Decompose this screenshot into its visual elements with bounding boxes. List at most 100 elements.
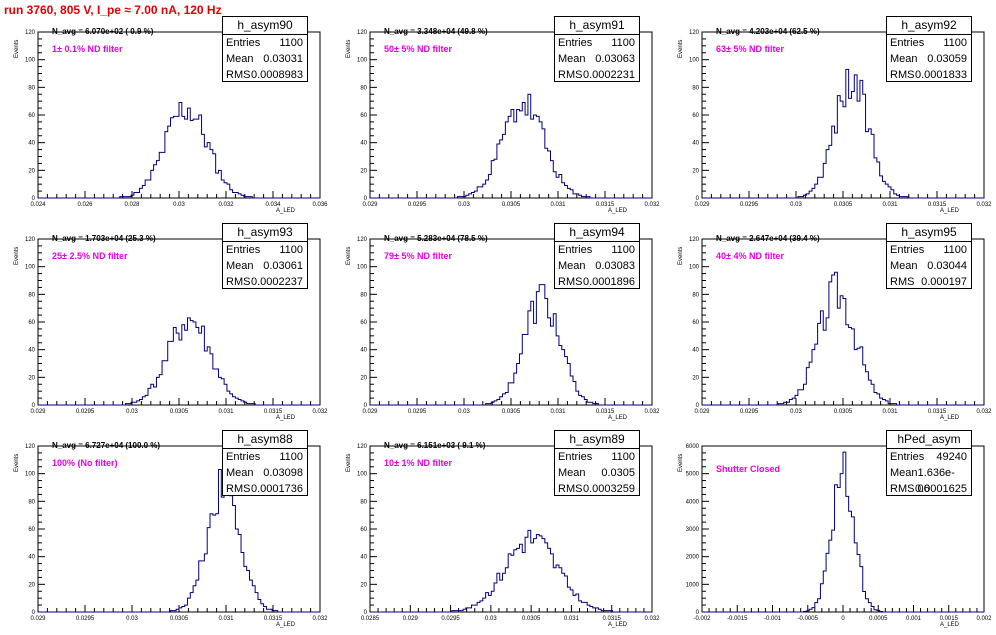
x-tick-label: 0.032 <box>976 409 992 415</box>
filter-label: 10± 1% ND filter <box>384 458 452 468</box>
x-tick-label: 0.031 <box>218 616 234 622</box>
navg-label: N_avg = 6.727e+04 (100.0 %) <box>52 441 161 450</box>
y-tick-label: 120 <box>357 30 368 36</box>
y-tick-label: 120 <box>357 237 368 243</box>
y-tick-label: 80 <box>28 499 35 505</box>
x-tick-label: 0.0295 <box>740 202 759 208</box>
histogram-panel-h_asym90: 0 20 40 60 80 100 120 0.024 0.026 0.028 0.03 0.032 0… <box>0 14 332 221</box>
y-tick-label: 100 <box>689 265 700 271</box>
x-tick-label: 0.029 <box>30 616 46 622</box>
stats-label: RMS <box>890 69 915 81</box>
y-tick-label: 80 <box>28 85 35 91</box>
y-tick-label: 40 <box>692 141 699 147</box>
x-axis-label: A_LED <box>276 415 296 421</box>
navg-label: N_avg = 6.070e+02 ( 0.9 %) <box>52 27 154 36</box>
filter-label: 50± 5% ND filter <box>384 44 452 54</box>
x-tick-label: 0.03 <box>485 616 497 622</box>
x-tick-label: 0.0295 <box>76 616 95 622</box>
stats-value: 0.0001625 <box>915 483 967 495</box>
x-tick-label: 0.031 <box>550 202 566 208</box>
stats-box: h_asym89 Entries 1100 Mean 0.0305 RMS 0.000325… <box>554 430 640 496</box>
x-tick-label: 0.0315 <box>928 409 947 415</box>
x-tick-label: 0.0295 <box>76 409 95 415</box>
x-axis-label: A_LED <box>940 622 960 628</box>
y-tick-label: 40 <box>360 555 367 561</box>
y-tick-label: 20 <box>692 375 699 381</box>
stats-value: 0.0008983 <box>251 69 303 81</box>
stats-box: h_asym88 Entries 1100 Mean 0.03098 RMS 0.00017… <box>222 430 308 496</box>
histogram-series <box>370 93 652 199</box>
y-tick-label: 40 <box>28 348 35 354</box>
x-tick-label: 0.0015 <box>940 616 959 622</box>
stats-row-entries: Entries 1100 <box>223 449 307 465</box>
x-tick-label: 0.029 <box>694 202 710 208</box>
stats-label: Mean <box>558 53 586 65</box>
histogram-title: hPed_asym <box>887 431 971 449</box>
x-tick-label: 0.0305 <box>834 202 853 208</box>
stats-value: 0.0001896 <box>583 276 635 288</box>
stats-row-rms: RMS 0.0002237 <box>223 274 307 290</box>
histogram-panel-h_asym94: 0 20 40 60 80 100 120 0.029 0.0295 0.03 0.0305 0.03… <box>332 221 664 428</box>
y-tick-label: 0 <box>364 403 368 409</box>
x-tick-label: -0.002 <box>693 616 711 622</box>
filter-label: 25± 2.5% ND filter <box>52 251 128 261</box>
y-tick-label: 120 <box>25 237 36 243</box>
histogram-series <box>702 68 984 199</box>
stats-label: Entries <box>226 244 261 256</box>
stats-row-mean: Mean 0.03044 <box>887 258 971 274</box>
stats-label: RMS <box>558 483 583 495</box>
y-tick-label: 120 <box>25 30 36 36</box>
x-tick-label: 0.0305 <box>502 409 521 415</box>
y-axis-label: Events <box>14 453 20 472</box>
stats-label: RMS <box>226 483 251 495</box>
stats-label: Mean <box>558 260 586 272</box>
stats-label: Entries <box>558 244 593 256</box>
stats-row-rms: RMS 0.000197 <box>887 274 971 290</box>
stats-value: 0.0002237 <box>251 276 303 288</box>
x-tick-label: 0.032 <box>644 202 660 208</box>
y-tick-label: 80 <box>692 292 699 298</box>
histogram-panel-h_asym92: 0 20 40 60 80 100 120 0.029 0.0295 0.03 0.0305 0.03… <box>664 14 996 221</box>
stats-row-entries: Entries 1100 <box>223 35 307 51</box>
x-tick-label: 0.028 <box>124 202 140 208</box>
y-tick-label: 0 <box>32 403 36 409</box>
y-tick-label: 0 <box>364 610 368 616</box>
x-tick-label: 0.0305 <box>170 409 189 415</box>
stats-label: Entries <box>890 244 925 256</box>
x-axis-label: A_LED <box>608 622 628 628</box>
x-tick-label: 0.031 <box>882 202 898 208</box>
stats-value: 0.03031 <box>263 53 303 65</box>
filter-label: 63± 5% ND filter <box>716 44 784 54</box>
x-tick-label: 0.0305 <box>170 616 189 622</box>
histogram-plot: 0 20 40 60 80 100 120 0.029 0.0295 0.03 0.0305 0.03… <box>357 237 660 415</box>
stats-value: 1100 <box>611 244 635 256</box>
stats-row-entries: Entries 1100 <box>887 242 971 258</box>
stats-box: h_asym93 Entries 1100 Mean 0.03061 RMS 0.00022… <box>222 223 308 289</box>
y-axis-label: Events <box>346 39 352 58</box>
navg-label: N_avg = 5.283e+04 (78.5 %) <box>384 234 488 243</box>
y-axis-label: Events <box>678 39 684 58</box>
y-axis-label: Events <box>678 453 684 472</box>
histogram-title: h_asym89 <box>555 431 639 449</box>
x-tick-label: 0.03 <box>458 409 470 415</box>
stats-row-rms: RMS 0.0001736 <box>223 481 307 497</box>
stats-label: Mean <box>890 53 918 65</box>
stats-value: 1100 <box>279 451 303 463</box>
y-tick-label: 40 <box>28 141 35 147</box>
y-tick-label: 0 <box>696 196 700 202</box>
stats-value: 1100 <box>943 37 967 49</box>
y-tick-label: 80 <box>28 292 35 298</box>
histogram-panel-h_asym93: 0 20 40 60 80 100 120 0.029 0.0295 0.03 0.0305 0.03… <box>0 221 332 428</box>
stats-value: 0.0305 <box>601 467 635 479</box>
y-tick-label: 0 <box>364 196 368 202</box>
stats-row-entries: Entries 1100 <box>555 35 639 51</box>
stats-label: Mean <box>558 467 586 479</box>
filter-label: 79± 5% ND filter <box>384 251 452 261</box>
stats-label: RMS <box>226 69 251 81</box>
stats-row-entries: Entries 49240 <box>887 449 971 465</box>
y-tick-label: 0 <box>696 610 700 616</box>
y-axis-label: Events <box>346 453 352 472</box>
stats-label: RMS <box>890 483 915 495</box>
stats-value: 0.03061 <box>263 260 303 272</box>
stats-row-entries: Entries 1100 <box>887 35 971 51</box>
